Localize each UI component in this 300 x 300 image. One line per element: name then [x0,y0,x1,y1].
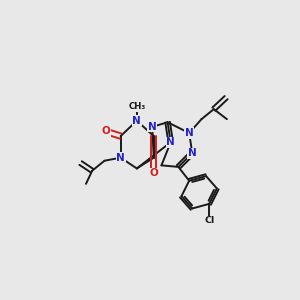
Text: O: O [102,127,110,136]
Text: Cl: Cl [204,216,214,225]
Text: CH₃: CH₃ [128,102,146,111]
Text: N: N [132,116,141,126]
Text: O: O [149,168,158,178]
Text: N: N [188,148,197,158]
Text: N: N [185,128,194,138]
Text: N: N [116,153,125,163]
Text: N: N [148,122,157,132]
Text: N: N [166,137,175,147]
